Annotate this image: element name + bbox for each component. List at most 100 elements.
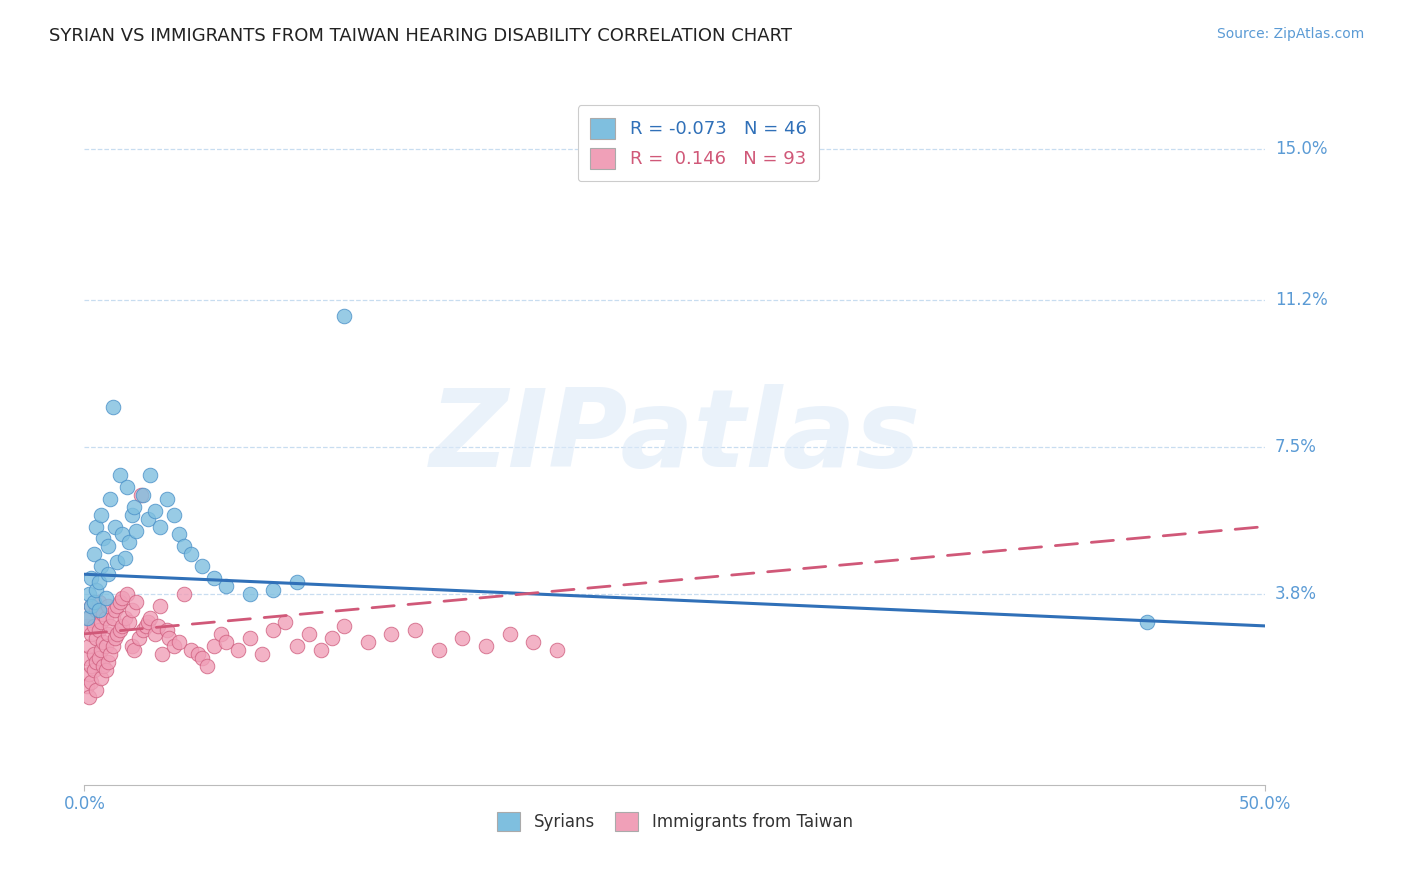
Point: [195, 658, 218, 673]
Point: [76, 679, 98, 693]
Point: [180, 642, 202, 657]
Point: [76, 611, 98, 625]
Point: [132, 623, 155, 637]
Point: [94, 639, 117, 653]
Point: [108, 623, 131, 637]
Text: SYRIAN VS IMMIGRANTS FROM TAIWAN HEARING DISABILITY CORRELATION CHART: SYRIAN VS IMMIGRANTS FROM TAIWAN HEARING…: [49, 27, 792, 45]
Point: [149, 519, 172, 533]
Point: [107, 599, 129, 613]
Point: [239, 587, 262, 601]
Point: [333, 619, 356, 633]
Point: [107, 627, 129, 641]
Point: [118, 535, 141, 549]
Point: [250, 647, 273, 661]
Point: [87, 595, 110, 609]
Point: [1136, 615, 1159, 629]
Point: [104, 631, 127, 645]
Point: [80, 674, 103, 689]
Point: [357, 635, 380, 649]
Point: [475, 639, 498, 653]
Legend: Syrians, Immigrants from Taiwan: Syrians, Immigrants from Taiwan: [489, 804, 860, 839]
Text: 3.8%: 3.8%: [1275, 585, 1317, 603]
Point: [97, 567, 120, 582]
Point: [139, 611, 162, 625]
Point: [84, 682, 107, 697]
Point: [115, 480, 138, 494]
Point: [522, 635, 544, 649]
Point: [239, 631, 262, 645]
Point: [173, 587, 195, 601]
Point: [115, 587, 138, 601]
Point: [118, 615, 141, 629]
Point: [191, 559, 214, 574]
Point: [84, 655, 107, 669]
Point: [451, 631, 474, 645]
Point: [87, 623, 110, 637]
Point: [90, 559, 112, 574]
Text: 15.0%: 15.0%: [1275, 140, 1327, 158]
Point: [98, 619, 121, 633]
Point: [104, 519, 127, 533]
Point: [101, 611, 124, 625]
Point: [111, 619, 134, 633]
Point: [84, 519, 107, 533]
Point: [309, 642, 332, 657]
Point: [285, 575, 308, 590]
Point: [498, 627, 520, 641]
Point: [139, 467, 162, 482]
Point: [262, 623, 284, 637]
Point: [108, 595, 131, 609]
Point: [122, 642, 145, 657]
Point: [129, 488, 152, 502]
Point: [125, 524, 148, 538]
Point: [98, 647, 121, 661]
Point: [94, 663, 117, 677]
Point: [380, 627, 402, 641]
Point: [121, 508, 143, 522]
Point: [101, 401, 124, 415]
Point: [77, 666, 100, 681]
Point: [226, 642, 249, 657]
Point: [76, 619, 98, 633]
Point: [321, 631, 343, 645]
Point: [132, 488, 155, 502]
Point: [202, 571, 225, 585]
Point: [97, 627, 120, 641]
Point: [84, 603, 107, 617]
Point: [146, 619, 169, 633]
Point: [209, 627, 232, 641]
Point: [163, 639, 186, 653]
Point: [97, 655, 120, 669]
Point: [94, 591, 117, 606]
Point: [87, 575, 110, 590]
Point: [156, 623, 179, 637]
Point: [143, 627, 166, 641]
Point: [87, 603, 110, 617]
Point: [215, 635, 238, 649]
Point: [202, 639, 225, 653]
Point: [76, 650, 98, 665]
Point: [83, 619, 105, 633]
Point: [143, 503, 166, 517]
Point: [87, 650, 110, 665]
Point: [80, 658, 103, 673]
Point: [111, 527, 134, 541]
Point: [156, 491, 179, 506]
Point: [167, 527, 190, 541]
Point: [122, 500, 145, 514]
Point: [84, 583, 107, 598]
Text: Source: ZipAtlas.com: Source: ZipAtlas.com: [1216, 27, 1364, 41]
Point: [91, 607, 114, 621]
Point: [97, 599, 120, 613]
Point: [80, 599, 103, 613]
Point: [114, 611, 136, 625]
Point: [90, 508, 112, 522]
Point: [91, 635, 114, 649]
Point: [121, 639, 143, 653]
Point: [107, 555, 129, 569]
Point: [333, 309, 356, 323]
Point: [77, 587, 100, 601]
Point: [215, 579, 238, 593]
Point: [121, 603, 143, 617]
Point: [77, 611, 100, 625]
